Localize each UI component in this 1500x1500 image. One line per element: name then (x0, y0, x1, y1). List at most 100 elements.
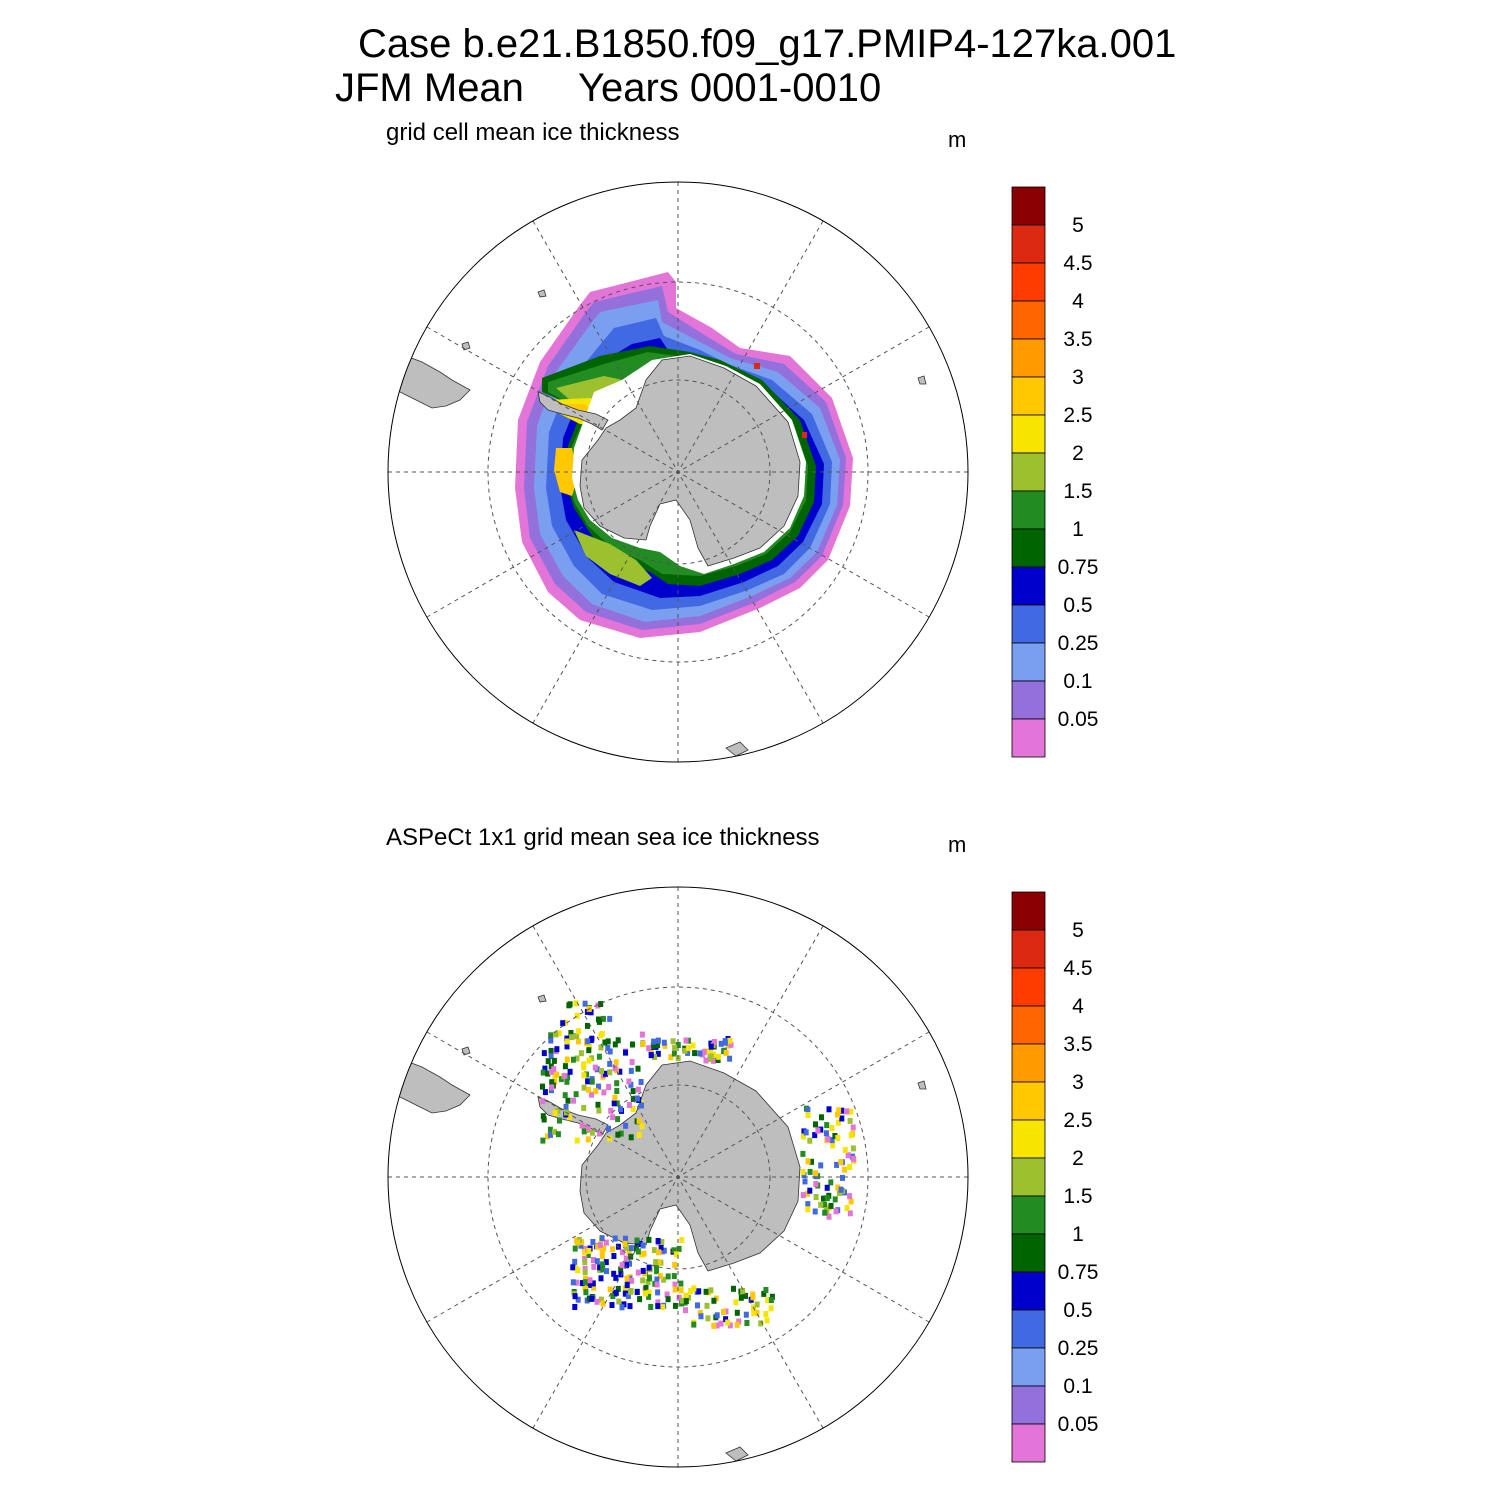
observation-cell (591, 1263, 597, 1270)
observation-cell (736, 1318, 742, 1325)
observation-cell (576, 1028, 582, 1035)
observation-cell (850, 1145, 856, 1152)
observation-cell (654, 1268, 660, 1275)
observation-cell (574, 1279, 579, 1286)
observation-cell (608, 1107, 614, 1114)
observation-cell (615, 1116, 621, 1123)
observation-cell (597, 1130, 602, 1137)
colorbar-label: 4.5 (1063, 957, 1092, 980)
observation-cell (610, 1293, 616, 1300)
observation-cell (545, 1133, 550, 1140)
colorbar-swatch (1011, 642, 1046, 682)
ice-band-ross-2 (574, 530, 652, 586)
colorbar-swatch (1011, 604, 1046, 644)
observation-cell (635, 1086, 641, 1093)
observation-cell (613, 1274, 619, 1281)
panel-1-title: grid cell mean ice thickness (386, 119, 680, 146)
observation-cell (763, 1311, 769, 1318)
observation-cell (545, 1070, 551, 1077)
observation-cell (844, 1108, 850, 1115)
observation-cell (572, 1293, 578, 1300)
observation-cell (801, 1133, 806, 1140)
observation-cell (614, 1100, 620, 1107)
colorbar-label: 2 (1072, 1147, 1084, 1170)
colorbar-swatch (1011, 1385, 1046, 1425)
observation-cell (548, 1053, 554, 1060)
observation-cell (711, 1297, 717, 1304)
observation-cell (568, 1030, 574, 1036)
observation-cell (564, 1056, 570, 1063)
observation-cell (594, 1258, 600, 1265)
colorbar-swatch (1011, 528, 1046, 568)
observation-cell (626, 1102, 632, 1108)
observation-cell (639, 1031, 645, 1038)
observation-cell (623, 1122, 629, 1129)
observation-cell (615, 1285, 621, 1292)
island (725, 1446, 749, 1462)
observation-cell (727, 1037, 733, 1044)
observation-cell (545, 1058, 551, 1065)
observation-cell (823, 1130, 829, 1137)
observation-cell (688, 1288, 694, 1294)
observation-cell (542, 1065, 548, 1072)
colorbar-swatch (1011, 1005, 1046, 1045)
observation-cell (829, 1137, 835, 1144)
observation-cell (572, 1245, 578, 1252)
observation-cell (565, 1074, 571, 1081)
observation-cell (603, 1259, 609, 1266)
observation-cell (612, 1235, 618, 1242)
observation-cell (552, 1110, 558, 1117)
observation-cell (672, 1044, 678, 1051)
observation-cell (658, 1244, 664, 1251)
observation-cell (672, 1281, 678, 1288)
observation-cell (586, 1057, 592, 1064)
observation-cell (564, 1038, 570, 1045)
observation-cell (723, 1050, 729, 1056)
observation-cell (651, 1247, 657, 1254)
observation-cell (734, 1309, 740, 1316)
observation-cell (813, 1194, 819, 1200)
observation-cell (733, 1299, 739, 1306)
colorbar-swatch (1011, 1347, 1046, 1387)
observation-cell (600, 1266, 606, 1273)
observation-cell (613, 1059, 619, 1066)
observation-cell (542, 1089, 548, 1096)
observation-cell (703, 1288, 709, 1295)
observation-cell (601, 1089, 607, 1096)
observation-cell (582, 1256, 588, 1262)
observation-cell (623, 1049, 628, 1056)
observation-cell (540, 1113, 546, 1120)
observation-cell (635, 1248, 641, 1255)
observation-cell (685, 1049, 691, 1056)
observation-cell (583, 1279, 588, 1286)
observation-cell (650, 1042, 656, 1049)
observation-cell (628, 1081, 634, 1088)
observation-cell (562, 1092, 568, 1099)
observation-cell (596, 1053, 602, 1060)
colorbar-label: 0.5 (1063, 1299, 1092, 1322)
observation-cell (558, 1076, 564, 1083)
polar-map-model (387, 181, 969, 763)
observation-cell (845, 1152, 851, 1159)
observation-cell (629, 1277, 635, 1284)
observation-cell (654, 1281, 660, 1288)
observation-cell (636, 1132, 642, 1138)
observation-cell (616, 1298, 622, 1305)
observation-cell (564, 1043, 570, 1050)
observation-cell (691, 1285, 697, 1292)
observation-cell (692, 1050, 698, 1057)
observation-cell (614, 1080, 620, 1087)
observation-cell (643, 1284, 649, 1291)
observation-cell (654, 1276, 660, 1283)
observation-cell (639, 1102, 644, 1109)
observation-cell (574, 1137, 580, 1144)
figure-title: Case b.e21.B1850.f09_g17.PMIP4-127ka.001 (358, 22, 1177, 66)
observation-cell (838, 1159, 844, 1166)
observation-cell (615, 1037, 621, 1044)
observation-cell (540, 1069, 546, 1076)
observation-cell (624, 1282, 630, 1289)
observation-cell (628, 1253, 634, 1260)
observation-cell (744, 1320, 750, 1326)
colorbar-swatch (1011, 1043, 1046, 1083)
observation-cell (548, 1047, 554, 1054)
